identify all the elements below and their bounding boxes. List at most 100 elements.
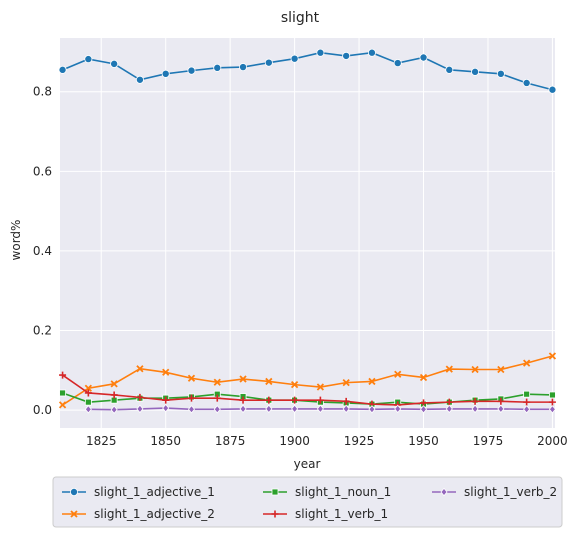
- data-point: [368, 377, 376, 386]
- series-line: [62, 51, 553, 91]
- legend-label: slight_1_adjective_1: [94, 485, 215, 499]
- data-point: [264, 58, 273, 67]
- data-point: [523, 398, 531, 406]
- legend-marker: [271, 488, 279, 496]
- legend-label: slight_1_verb_1: [295, 507, 388, 521]
- x-tick-label: 1950: [408, 434, 439, 448]
- legend-frame: [52, 476, 563, 528]
- data-point: [367, 48, 376, 57]
- series-slight_1_verb_1: [59, 371, 556, 409]
- data-point: [548, 85, 557, 94]
- data-point: [393, 59, 402, 68]
- data-point: [213, 394, 221, 402]
- data-point: [419, 373, 428, 382]
- x-tick-label: 1925: [344, 434, 375, 448]
- plot-area: [60, 38, 555, 428]
- data-point: [265, 396, 273, 404]
- grid: [60, 38, 555, 428]
- data-point: [110, 59, 119, 68]
- series-slight_1_adjective_2: [58, 352, 557, 409]
- x-tick-label: 2000: [537, 434, 568, 448]
- legend-marker: [70, 487, 79, 496]
- data-point: [239, 404, 247, 414]
- data-point: [291, 396, 299, 404]
- y-axis-label: word%: [9, 220, 23, 261]
- data-point: [471, 67, 480, 76]
- data-point: [84, 398, 92, 406]
- data-point: [342, 51, 351, 60]
- data-point: [290, 54, 299, 63]
- legend-item: slight_1_verb_2: [432, 485, 557, 499]
- data-point: [394, 370, 402, 378]
- data-point: [419, 405, 428, 414]
- data-point: [58, 401, 67, 409]
- series-layer: [58, 48, 557, 414]
- y-tick-label: 0.4: [33, 244, 52, 258]
- data-point: [110, 405, 118, 414]
- x-axis-label: year: [294, 457, 321, 471]
- data-point: [523, 359, 531, 367]
- data-point: [84, 384, 92, 392]
- data-point: [84, 405, 92, 414]
- data-point: [239, 63, 248, 72]
- data-point: [342, 397, 350, 405]
- data-point: [239, 375, 247, 383]
- data-point: [548, 398, 556, 406]
- data-point: [368, 405, 376, 414]
- y-tick-label: 0.8: [33, 85, 52, 99]
- data-point: [213, 63, 222, 72]
- data-point: [445, 398, 453, 406]
- legend-item: slight_1_verb_1: [263, 507, 388, 521]
- data-point: [187, 405, 196, 414]
- data-point: [239, 396, 247, 404]
- data-point: [187, 66, 196, 75]
- ticks: 1825 1850 1875 1900 1925 1950 1975 2000 0.0 0.2 0.…: [33, 85, 568, 448]
- data-point: [523, 390, 531, 398]
- legend-item: slight_1_adjective_1: [62, 485, 215, 499]
- data-point: [497, 365, 505, 374]
- legend: slight_1_adjective_1 slight_1_adjective_2…: [52, 476, 563, 528]
- data-point: [162, 396, 170, 404]
- data-point: [394, 404, 402, 414]
- data-point: [419, 53, 428, 62]
- data-point: [316, 383, 325, 391]
- data-point: [548, 405, 556, 414]
- data-point: [445, 65, 454, 74]
- series-line: [62, 374, 553, 406]
- data-point: [84, 55, 93, 64]
- legend-marker: [70, 510, 78, 518]
- data-point: [161, 69, 170, 78]
- data-point: [523, 405, 531, 414]
- chart-title: slight: [281, 10, 320, 26]
- legend-label: slight_1_adjective_2: [94, 507, 215, 521]
- x-tick-label: 1850: [150, 434, 181, 448]
- data-point: [497, 397, 505, 405]
- data-point: [110, 380, 118, 388]
- series-slight_1_adjective_1: [58, 48, 557, 94]
- data-point: [549, 391, 556, 399]
- data-point: [59, 371, 67, 379]
- legend-label: slight_1_verb_2: [464, 485, 557, 499]
- data-point: [445, 404, 453, 414]
- data-point: [136, 365, 144, 373]
- data-point: [291, 404, 299, 414]
- data-point: [136, 404, 144, 414]
- data-point: [59, 389, 66, 397]
- data-point: [342, 404, 350, 414]
- series-slight_1_verb_2: [84, 403, 556, 414]
- data-point: [496, 69, 505, 78]
- data-point: [136, 393, 144, 401]
- legend-marker: [271, 510, 279, 518]
- x-tick-label: 1875: [215, 434, 246, 448]
- x-tick-label: 1975: [473, 434, 504, 448]
- legend-marker: [440, 487, 448, 497]
- data-point: [522, 78, 531, 87]
- data-point: [162, 368, 170, 376]
- data-point: [316, 404, 324, 414]
- y-tick-label: 0.2: [33, 324, 52, 338]
- data-point: [548, 352, 557, 360]
- data-point: [84, 389, 92, 397]
- data-point: [187, 374, 196, 382]
- data-point: [135, 75, 144, 84]
